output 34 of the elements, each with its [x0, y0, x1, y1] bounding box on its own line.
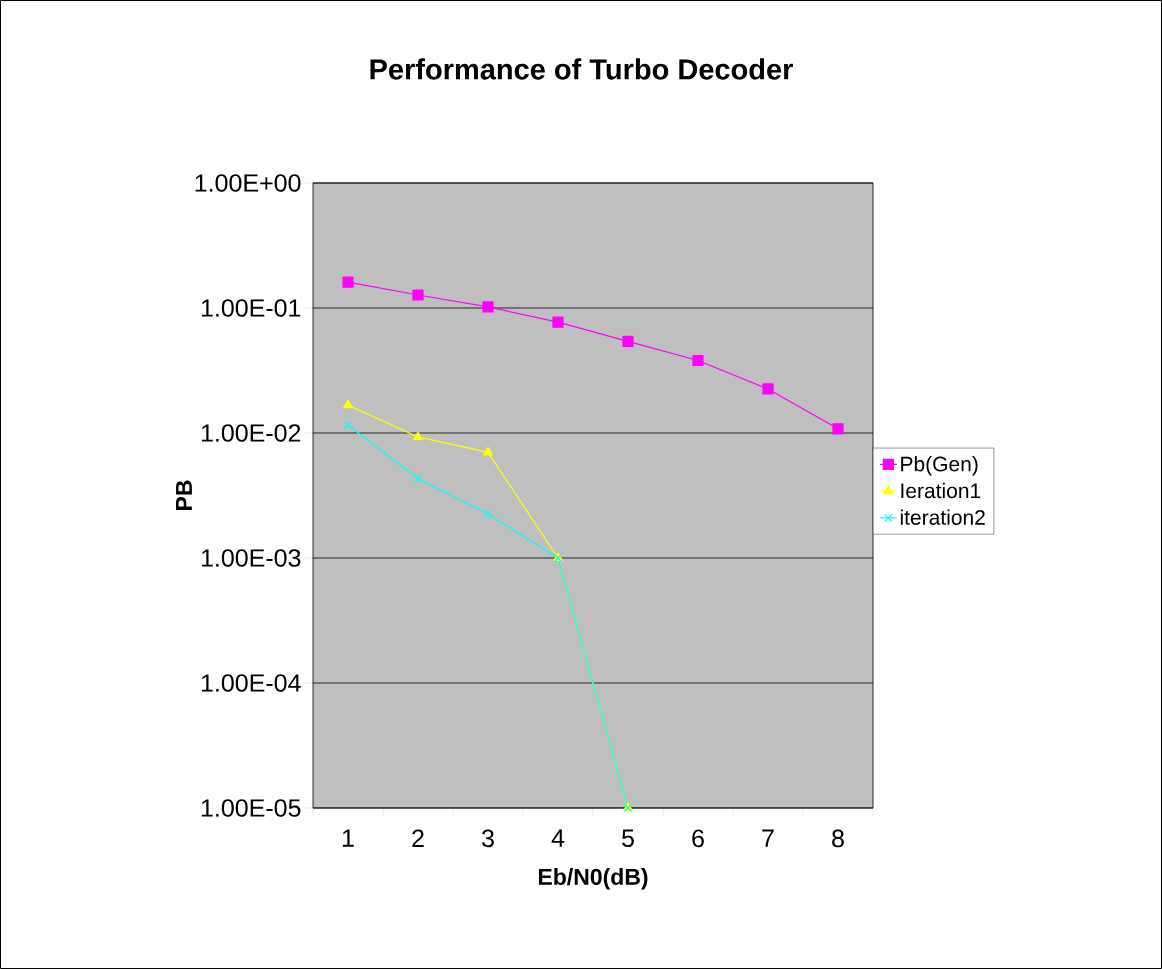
- point: [413, 431, 423, 441]
- point: [412, 289, 424, 301]
- x-tick-label: 3: [482, 829, 494, 848]
- x-tick-label: 1: [342, 829, 354, 847]
- point: [832, 423, 844, 435]
- point: [482, 301, 494, 313]
- point: [622, 335, 634, 348]
- y-tick-label: 1.00E+00: [195, 174, 301, 192]
- y-tick-label: 1.00E-01: [201, 299, 301, 317]
- y-tick-label: 1.00E-05: [201, 799, 301, 817]
- point: [762, 383, 774, 395]
- y-tick-label: 1.00E-02: [201, 424, 301, 442]
- chart-title: Performance of Turbo Decoder: [370, 58, 793, 80]
- y-tick-label: 1.00E-03: [201, 549, 301, 567]
- x-tick-label: 8: [832, 829, 844, 848]
- x-tick-label: 4: [551, 829, 565, 847]
- point: [343, 399, 353, 409]
- point: [413, 474, 423, 483]
- x-tick-label: 2: [412, 829, 424, 847]
- y-axis-title: PB: [176, 480, 192, 510]
- legend-label: Pb(Gen): [901, 456, 978, 476]
- x-axis-title: Eb/N0(dB): [538, 868, 648, 890]
- x-tick-label: 6: [692, 829, 704, 848]
- legend-label: iteration2: [900, 509, 985, 525]
- point: [343, 420, 353, 430]
- point: [692, 354, 704, 367]
- x-tick-label: 5: [622, 829, 634, 847]
- point: [483, 509, 493, 519]
- point: [483, 446, 493, 456]
- y-tick-label: 1.00E-04: [201, 674, 301, 692]
- legend-label: Ieration1: [901, 482, 981, 499]
- x-tick-label: 7: [762, 829, 774, 847]
- point: [552, 316, 564, 328]
- point: [342, 276, 354, 288]
